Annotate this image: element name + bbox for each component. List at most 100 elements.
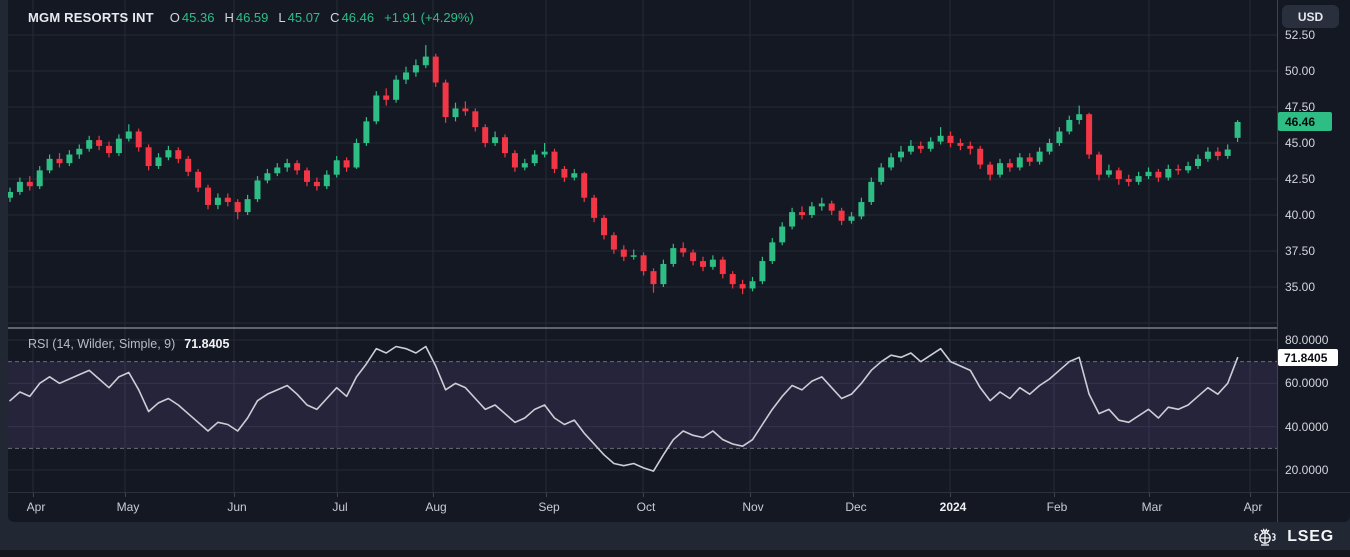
candle [957, 143, 964, 146]
candle [997, 163, 1003, 175]
candle [551, 151, 558, 169]
candle [660, 263, 667, 285]
candle [828, 203, 835, 211]
rsi-tick-label: 80.0000 [1285, 333, 1329, 347]
candle [1066, 119, 1073, 132]
candle [581, 173, 588, 198]
candle [403, 72, 409, 80]
price-rsi-plot-canvas[interactable] [8, 0, 1277, 492]
time-axis-label: Dec [845, 500, 867, 514]
time-axis-label: Mar [1141, 500, 1163, 514]
candle [917, 145, 924, 149]
candle [709, 259, 716, 267]
price-tick-label: 52.50 [1285, 28, 1316, 42]
candle [333, 160, 340, 175]
candle [1195, 158, 1201, 167]
time-axis-tick [234, 493, 235, 497]
time-axis-label: Apr [1243, 500, 1263, 514]
candle [927, 141, 934, 149]
candle [858, 202, 865, 217]
candle [779, 226, 786, 243]
time-axis-tick [125, 493, 126, 497]
candle [1224, 149, 1231, 156]
candle [26, 181, 33, 187]
candle [214, 197, 221, 205]
candle [125, 131, 132, 139]
candle [1105, 170, 1112, 175]
candle [868, 181, 875, 203]
candle [630, 255, 637, 257]
candle [452, 108, 459, 118]
candle [393, 79, 400, 100]
ohlc-open: O 45.36 [169, 9, 215, 25]
candle [1175, 168, 1182, 171]
rsi-value-badge: 71.8405 [1278, 349, 1338, 367]
price-tick-label: 35.00 [1285, 280, 1316, 294]
candle [135, 131, 142, 148]
candle [1155, 171, 1162, 178]
candle [1006, 163, 1013, 168]
candle [343, 160, 350, 168]
candle [462, 108, 469, 112]
candle [680, 248, 687, 253]
rsi-legend-value: 71.8405 [184, 337, 230, 351]
rsi-tick-label: 20.0000 [1285, 463, 1329, 477]
time-axis-tick [433, 493, 434, 497]
instrument-legend: MGM RESORTS INT O 45.36 H 46.59 L 45.07 C 46… [28, 8, 474, 26]
candle [165, 150, 172, 158]
candle [1016, 157, 1023, 168]
candle [284, 163, 291, 168]
candle [977, 148, 984, 165]
candle [383, 95, 390, 100]
rsi-legend[interactable]: RSI (14, Wilder, Simple, 9) 71.8405 [28, 336, 229, 352]
time-axis-tick [950, 493, 951, 497]
candle [799, 212, 805, 215]
candle [205, 187, 211, 205]
time-axis-label: Oct [636, 500, 656, 514]
candle [898, 151, 904, 158]
time-axis-tick [1250, 493, 1251, 497]
time-axis[interactable]: Apr May Jun Jul Aug Sep Oct Nov Dec 2024 Feb Mar Apr [8, 492, 1350, 522]
candle [1204, 151, 1211, 159]
candle [155, 157, 162, 167]
time-axis-tick [546, 493, 547, 497]
time-axis-label: 2024 [939, 500, 967, 514]
candle [1135, 176, 1142, 182]
rsi-line [9, 345, 1239, 472]
candle [937, 135, 944, 142]
currency-badge[interactable]: USD [1282, 5, 1339, 28]
last-price-badge: 46.46 [1278, 112, 1332, 132]
candle [1036, 151, 1043, 162]
candle [610, 235, 617, 250]
candle [294, 163, 301, 171]
candle [561, 168, 568, 178]
candle [789, 212, 796, 227]
rsi-legend-name: RSI (14, Wilder, Simple, 9) [28, 337, 176, 351]
rsi-tick-label: 60.0000 [1285, 376, 1329, 391]
candle [818, 203, 825, 207]
candle [1115, 170, 1122, 179]
instrument-name[interactable]: MGM RESORTS INT [28, 9, 154, 25]
rsi-tick-label: 40.0000 [1285, 419, 1329, 434]
time-axis-label: May [116, 500, 140, 514]
candle [76, 148, 83, 155]
candle [442, 82, 449, 118]
candle [1165, 168, 1172, 178]
candle [224, 197, 231, 203]
price-axis[interactable]: 46.46 71.8405 52.50 50.00 47.50 45.00 42.50 4… [1277, 0, 1350, 492]
ohlc-close: C 46.46 [330, 9, 375, 25]
time-axis-label: Apr [26, 500, 46, 514]
candle [432, 56, 439, 83]
candle [422, 56, 429, 66]
candle [1185, 166, 1192, 171]
candle [1125, 179, 1132, 182]
candle [1145, 171, 1152, 177]
candle [86, 140, 93, 149]
candle [353, 143, 360, 168]
ohlc-high: H 46.59 [224, 9, 269, 25]
candle [175, 150, 182, 159]
candle [878, 167, 885, 182]
candle [313, 181, 320, 187]
candle [1214, 151, 1221, 156]
